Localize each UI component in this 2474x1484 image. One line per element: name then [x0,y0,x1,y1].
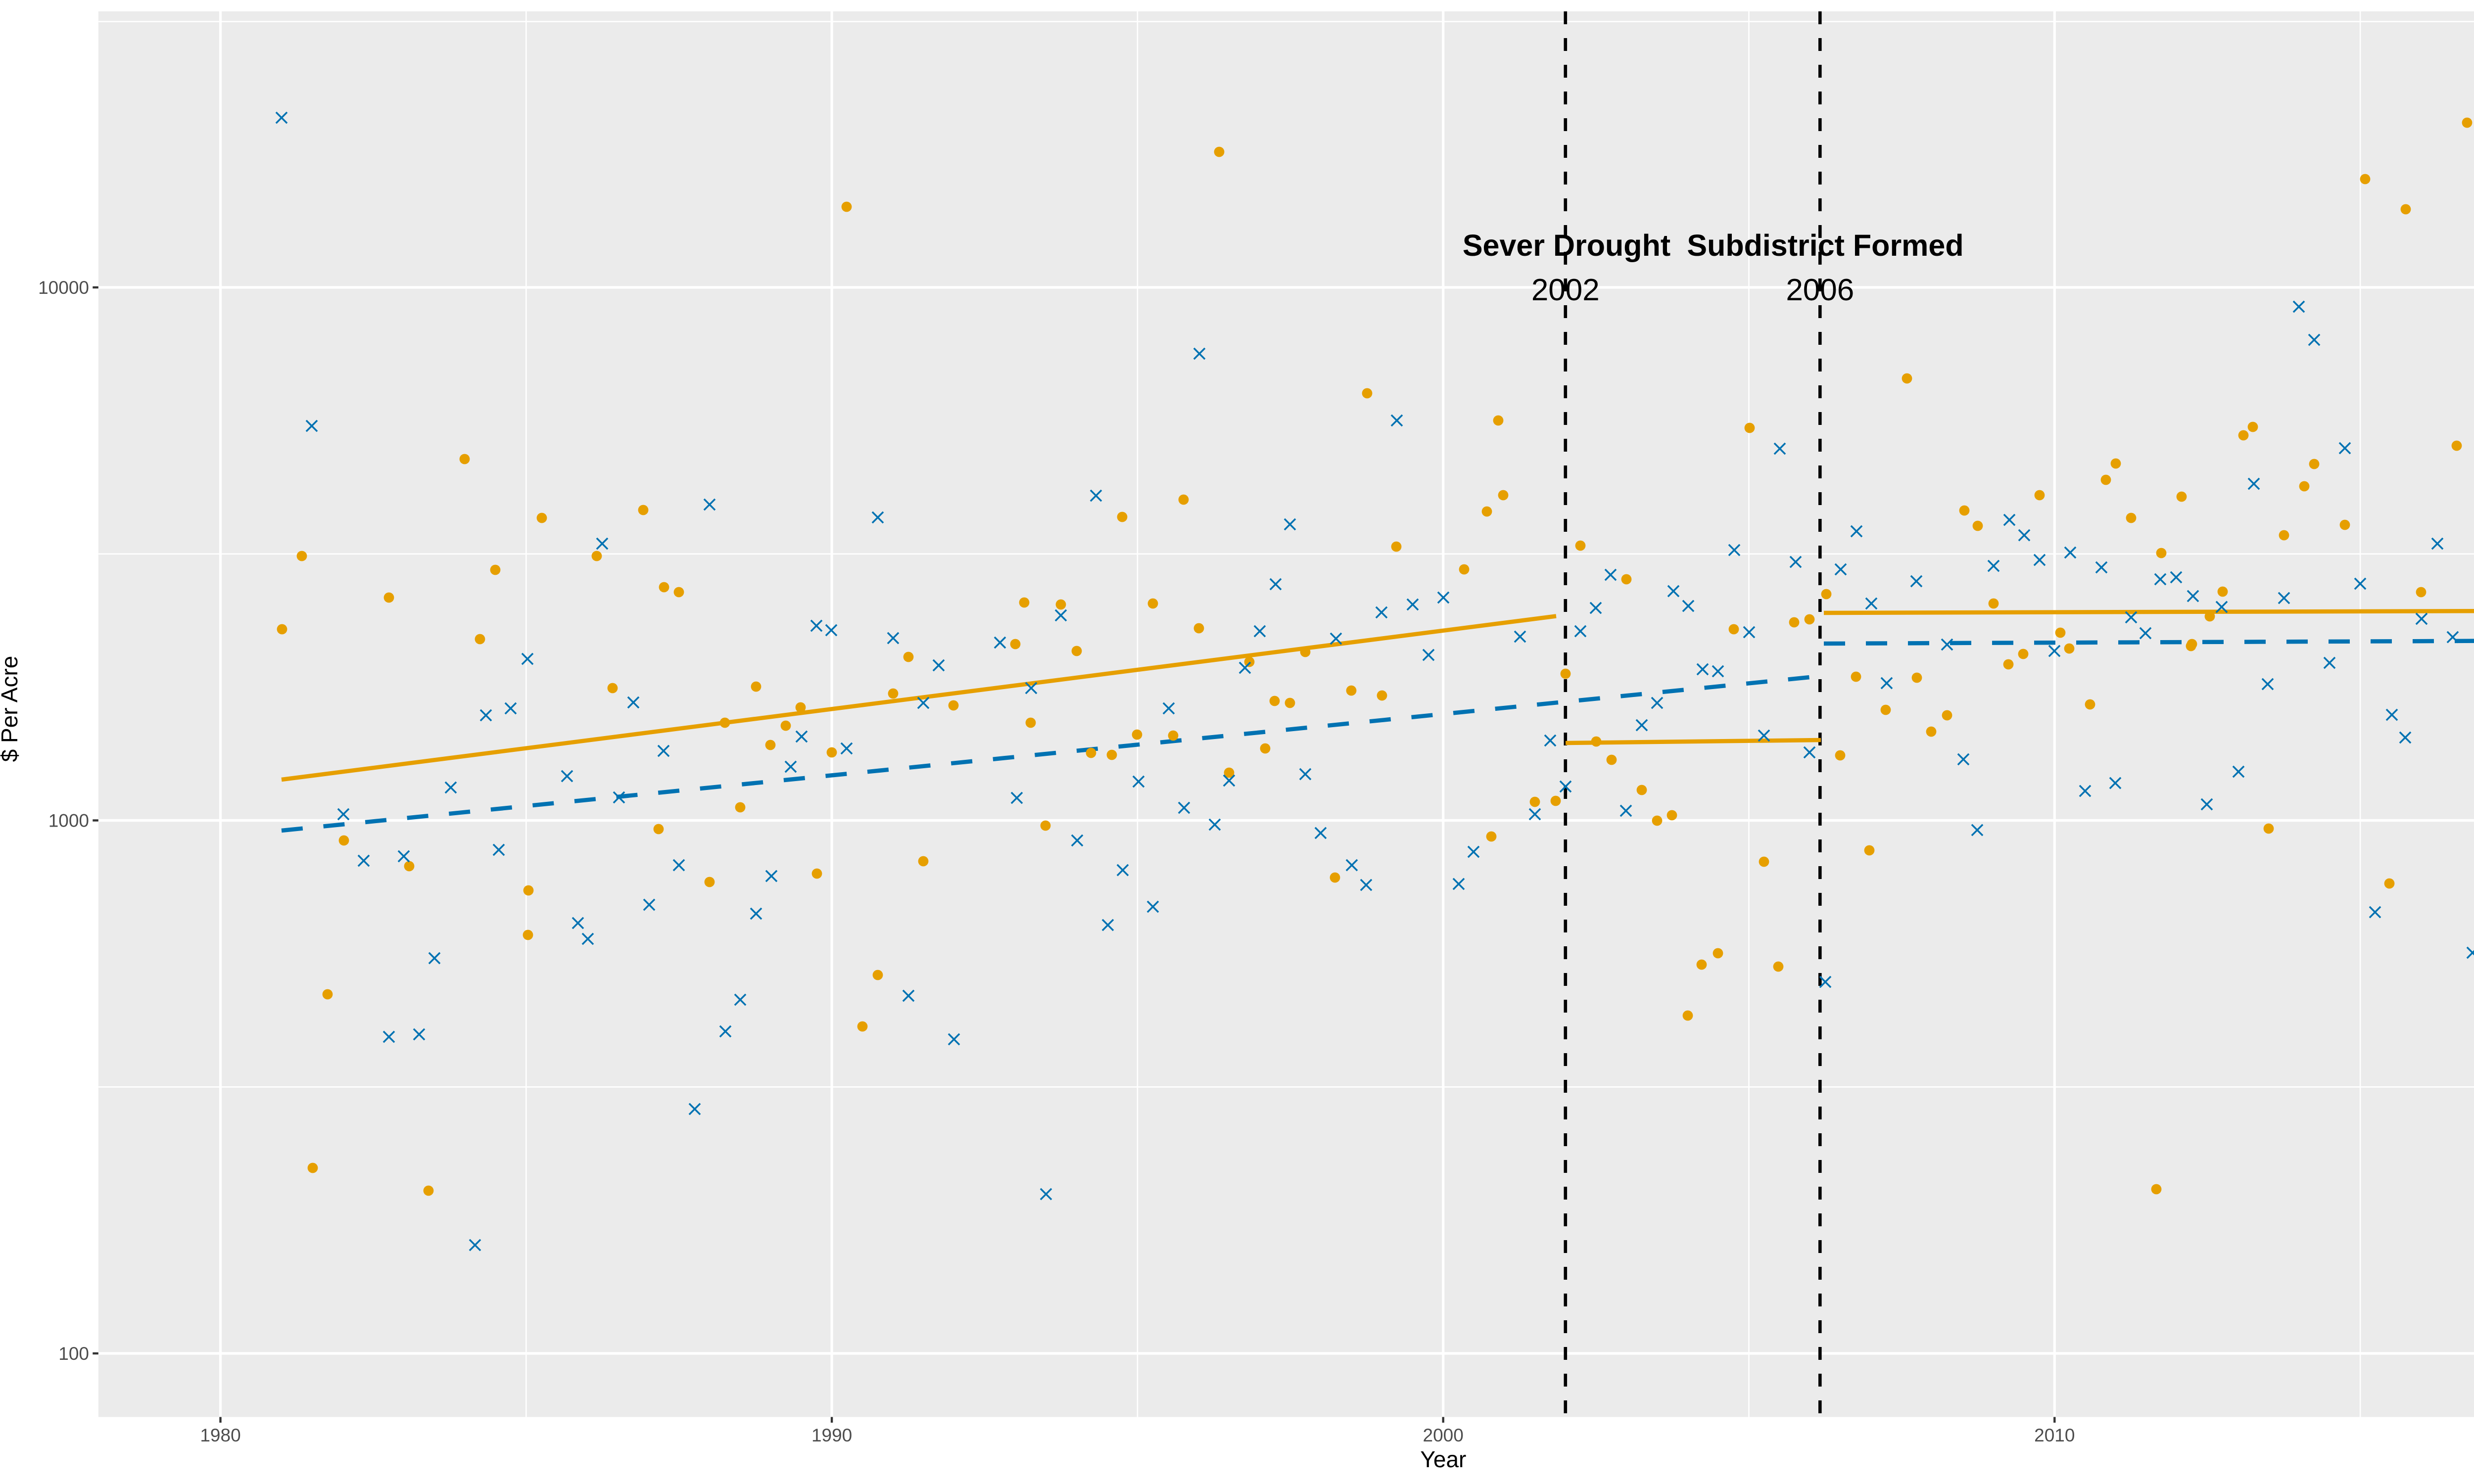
svg-text:2002: 2002 [1531,273,1600,307]
svg-text:1980: 1980 [200,1425,240,1445]
svg-text:1000: 1000 [48,811,89,831]
svg-text:1990: 1990 [811,1425,852,1445]
svg-text:2006: 2006 [1786,273,1854,307]
svg-text:Sever Drought: Sever Drought [1463,229,1670,262]
svg-text:Subdistrict Formed: Subdistrict Formed [1687,229,1963,262]
svg-text:Year: Year [1420,1446,1466,1472]
svg-text:10000: 10000 [38,278,89,298]
svg-text:$ Per Acre: $ Per Acre [0,656,22,762]
svg-text:2000: 2000 [1423,1425,1464,1445]
svg-text:2010: 2010 [2034,1425,2075,1445]
svg-text:100: 100 [58,1344,89,1364]
